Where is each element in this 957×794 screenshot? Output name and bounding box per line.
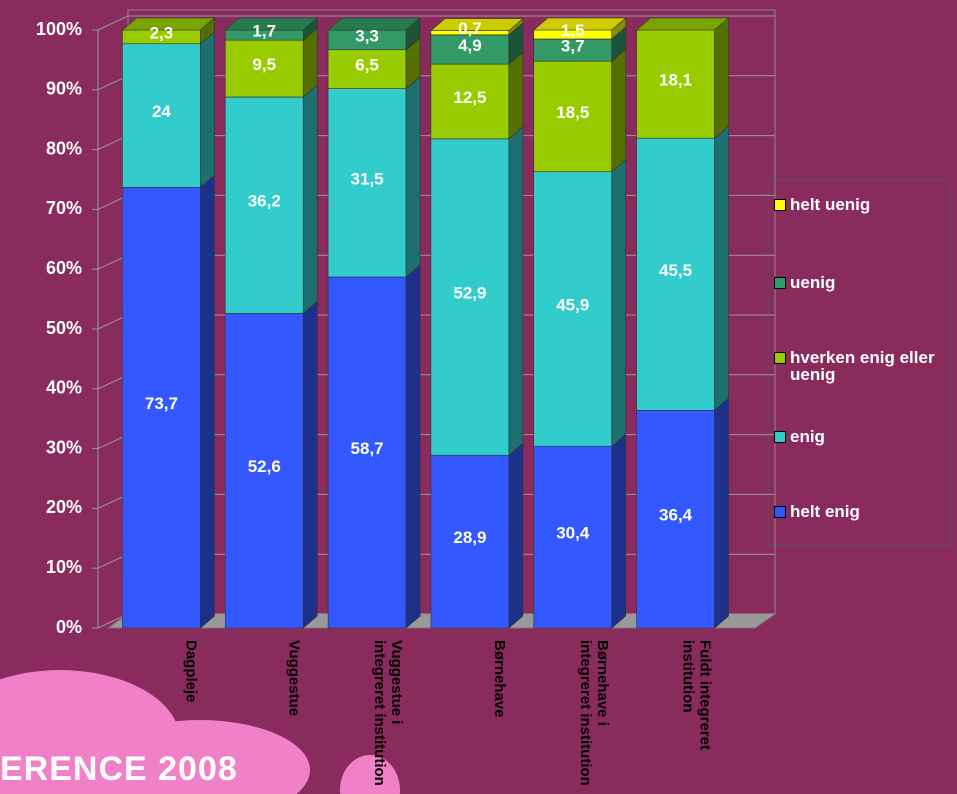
x-tick-label: Børnehave <box>490 640 508 718</box>
bar-side <box>508 126 524 456</box>
bar-segment <box>430 454 510 629</box>
value-label: 9,5 <box>252 55 276 74</box>
cloud <box>340 755 400 794</box>
y-tick-label: 50% <box>46 318 82 338</box>
value-label: 30,4 <box>556 524 590 543</box>
bar-segment <box>224 313 304 629</box>
legend-label: helt enig <box>790 502 860 521</box>
bar-side <box>302 84 318 315</box>
bar-top <box>635 17 730 31</box>
bar-side <box>714 125 729 411</box>
bar-top <box>430 18 524 31</box>
value-label: 3,7 <box>561 37 585 56</box>
value-label: 1,5 <box>561 21 585 40</box>
value-label: 58,7 <box>351 439 384 458</box>
bar-segment <box>122 186 201 629</box>
value-label: 28,9 <box>453 528 486 547</box>
bar-side <box>200 174 215 629</box>
value-label: 24 <box>152 102 171 121</box>
x-tick-label: Vuggestue <box>285 640 303 717</box>
legend-label: helt uenig <box>790 195 871 214</box>
y-tick-label: 60% <box>46 258 82 278</box>
bar-segment <box>533 171 613 447</box>
x-tick-label: Børnehave i integreret institution <box>576 640 611 786</box>
footer-text: ERENCE 2008 <box>0 750 238 788</box>
cloud <box>90 720 310 794</box>
value-label: 1,7 <box>252 22 276 41</box>
y-tick-label: 100% <box>36 19 82 39</box>
value-label: 6,5 <box>355 56 379 75</box>
bar-top <box>327 17 421 31</box>
bar-side <box>405 264 421 629</box>
value-label: 12,5 <box>453 88 486 107</box>
bar-side <box>611 48 627 173</box>
value-label: 45,9 <box>556 295 589 314</box>
legend-label: enig <box>790 427 825 446</box>
bar-side <box>200 31 215 188</box>
value-label: 36,4 <box>659 506 693 525</box>
y-tick-label: 30% <box>46 437 82 457</box>
value-label: 18,1 <box>659 71 692 90</box>
y-tick-label: 70% <box>46 198 82 218</box>
bar-segment <box>327 49 407 89</box>
bar-segment <box>224 96 304 314</box>
bar-top <box>532 17 627 31</box>
x-tick-label: Dagpleje <box>182 640 200 703</box>
bar-top <box>224 17 319 31</box>
value-label: 18,5 <box>556 103 589 122</box>
value-label: 52,6 <box>248 457 281 476</box>
value-label: 2,3 <box>150 23 174 42</box>
legend-swatch <box>774 199 786 211</box>
legend-swatch <box>774 352 786 364</box>
y-tick-label: 20% <box>46 497 82 517</box>
grid-line <box>97 15 775 31</box>
legend-swatch <box>774 431 786 443</box>
bar-side <box>302 300 318 629</box>
value-label: 3,3 <box>355 26 379 45</box>
bar-side <box>508 442 524 629</box>
y-tick-label: 10% <box>46 557 82 577</box>
x-tick-label: Vuggestue i integreret institution <box>371 640 406 786</box>
bar-segment <box>327 88 407 278</box>
bar-segment <box>636 410 715 629</box>
bar-segment <box>430 63 510 140</box>
value-label: 73,7 <box>145 394 178 413</box>
bar-side <box>714 397 729 629</box>
bar-segment <box>122 43 201 188</box>
value-label: 31,5 <box>351 169 384 188</box>
legend-swatch <box>774 506 786 518</box>
bar-side <box>611 433 627 629</box>
legend-swatch <box>774 277 786 289</box>
bar-side <box>508 51 524 140</box>
legend-box <box>767 179 951 546</box>
y-tick-label: 90% <box>46 79 82 99</box>
legend-label: hverken enig eller uenig <box>790 348 935 384</box>
x-tick-label: Fuldt integreret institution <box>679 640 714 751</box>
y-tick-label: 80% <box>46 138 82 158</box>
bar-segment <box>430 138 510 456</box>
value-label: 45,5 <box>659 261 692 280</box>
bar-side <box>405 75 421 278</box>
legend-label: uenig <box>790 273 836 292</box>
value-label: 52,9 <box>453 283 486 302</box>
value-label: 36,2 <box>248 192 281 211</box>
bar-top <box>121 17 216 31</box>
y-tick-label: 0% <box>56 617 82 637</box>
value-label: 4,9 <box>458 36 482 55</box>
bar-segment <box>636 137 715 411</box>
y-tick-label: 40% <box>46 378 82 398</box>
bar-side <box>714 17 729 139</box>
value-label: 0,7 <box>458 19 482 38</box>
bar-side <box>611 159 627 447</box>
bar-segment <box>430 34 510 65</box>
bar-segment <box>533 60 613 173</box>
